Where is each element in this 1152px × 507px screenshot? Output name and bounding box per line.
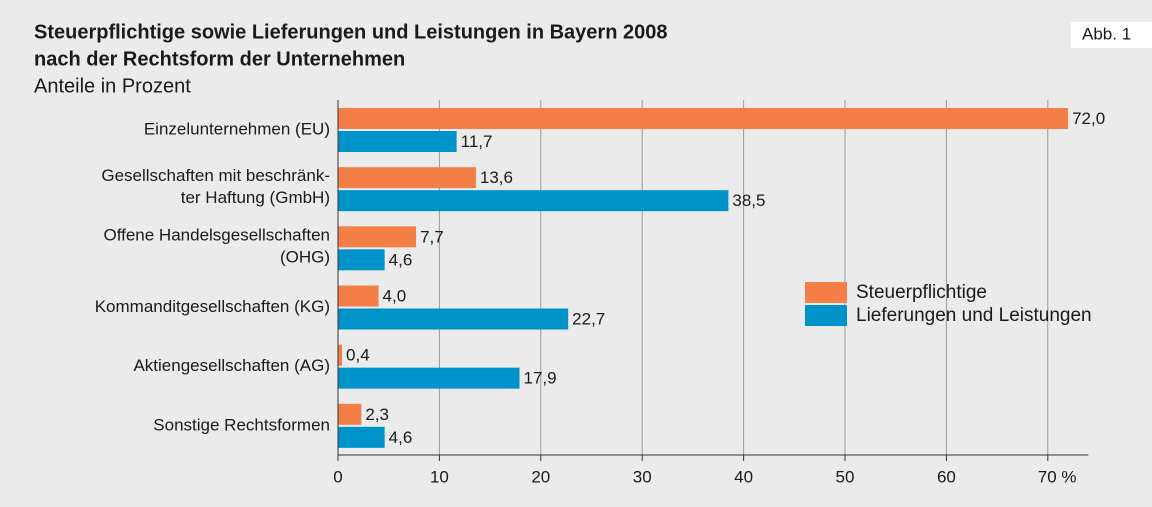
x-tick-label: 70 % — [1038, 467, 1077, 486]
legend-swatch — [805, 282, 847, 303]
x-tick-label: 30 — [633, 467, 652, 486]
x-tick-label: 50 — [836, 467, 855, 486]
value-label: 38,5 — [732, 191, 765, 210]
bar — [338, 344, 343, 366]
x-tick-label: 60 — [937, 467, 956, 486]
bar — [338, 426, 385, 448]
legend-label: Lieferungen und Leistungen — [856, 305, 1092, 326]
value-label: 22,7 — [572, 309, 605, 328]
bar — [338, 308, 569, 330]
legend-swatch — [805, 305, 847, 326]
value-label: 4,0 — [383, 286, 407, 305]
y-tick-label: Einzelunternehmen (EU) — [144, 119, 330, 138]
value-label: 72,0 — [1072, 109, 1105, 128]
bar — [338, 226, 417, 248]
bar — [338, 131, 457, 152]
value-label: 17,9 — [524, 369, 557, 388]
value-label: 11,7 — [461, 132, 493, 151]
bar — [338, 167, 476, 189]
chart-title: Steuerpflichtige sowie Lieferungen und L… — [34, 21, 667, 43]
annotation-box — [1071, 22, 1152, 48]
y-tick-label: Kommanditgesellschaften (KG) — [95, 297, 330, 316]
x-tick-label: 40 — [734, 467, 753, 486]
value-label: 4,6 — [389, 428, 413, 447]
bar — [338, 190, 729, 212]
bar — [338, 285, 379, 307]
y-tick-label: Gesellschaften mit beschränk-ter Haftung… — [101, 167, 330, 208]
chart-subtitle: Anteile in Prozent — [34, 75, 191, 97]
y-tick-label: Offene Handelsgesellschaften (OHG) — [103, 226, 330, 267]
y-tick-label: Sonstige Rechtsformen — [153, 415, 330, 434]
x-tick-label: 20 — [531, 467, 550, 486]
y-tick-label: Aktiengesellschaften (AG) — [133, 356, 330, 375]
bar — [338, 367, 520, 389]
x-tick-label: 10 — [430, 467, 449, 486]
bar — [338, 403, 362, 425]
value-label: 7,7 — [420, 227, 444, 246]
value-label: 4,6 — [389, 250, 413, 269]
value-label: 0,4 — [346, 346, 370, 365]
bar — [338, 249, 385, 271]
x-tick-label: 0 — [333, 467, 342, 486]
annotation: Abb. 1 — [1082, 24, 1131, 43]
value-label: 2,3 — [365, 405, 389, 424]
chart-title: nach der Rechtsform der Unternehmen — [34, 48, 405, 70]
bar — [338, 108, 1069, 129]
legend-label: Steuerpflichtige — [856, 282, 987, 303]
value-label: 13,6 — [480, 168, 513, 187]
